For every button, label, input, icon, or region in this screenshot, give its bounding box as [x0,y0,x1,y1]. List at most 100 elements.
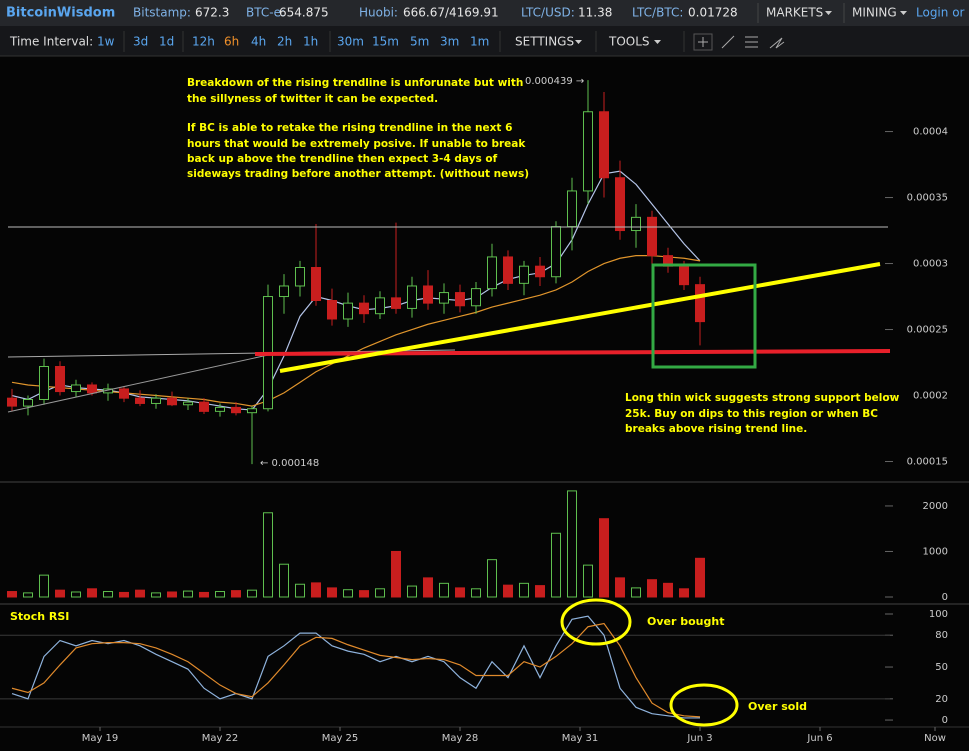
note: breaks above rising trend line. [625,423,807,435]
menu[interactable]: MARKETS [766,6,823,20]
menu[interactable]: MINING [852,6,897,20]
volume-bar [135,589,145,598]
candle-body [215,406,225,412]
toolbar-label: Time Interval: [9,35,93,49]
volume-bar [167,591,177,598]
x-tick-label: May 25 [322,733,359,744]
login-link[interactable]: Login or R [916,6,969,20]
ticker-label: Bitstamp: [133,6,191,20]
tools-menu[interactable]: TOOLS [608,35,650,49]
interval-button[interactable]: 15m [372,35,399,49]
volume-bar [151,592,161,598]
interval-button[interactable]: 1d [159,35,174,49]
candle-body [39,365,49,400]
volume-bar [519,582,529,598]
dropdown-arrow [654,40,661,44]
volume-bar [391,550,401,598]
volume-bar [263,512,273,598]
candle-body [567,190,577,228]
interval-button[interactable]: 6h [224,35,239,49]
ticker-value: 666.67/4169.91 [403,6,499,20]
volume-bar [631,587,641,598]
volume-bar [71,591,81,598]
interval-button[interactable]: 12h [192,35,215,49]
volume-bar [695,557,705,598]
volume-bar [327,587,337,598]
volume-bar [231,590,241,598]
volume-bar [567,490,577,598]
interval-button[interactable]: 4h [251,35,266,49]
dropdown-arrow [825,11,832,15]
candle-body [71,384,81,393]
annotation: Over bought [647,615,724,628]
interval-button[interactable]: 3m [440,35,459,49]
candle-body [327,299,337,320]
candle-body [87,384,97,394]
tool-icon[interactable] [721,35,735,49]
annotation: Over sold [748,700,807,713]
volume-bar [471,588,481,598]
support-line [254,349,891,356]
volume-bar [439,582,449,598]
x-tick-label: May 28 [442,733,479,744]
interval-button[interactable]: 3d [133,35,148,49]
interval-button[interactable]: 2h [277,35,292,49]
candle-body [295,267,305,287]
candle-body [695,284,705,323]
interval-button[interactable]: 5m [410,35,429,49]
volume-bar [583,564,593,598]
candle-body [599,111,609,179]
volume-bar [679,588,689,598]
volume-bar [407,585,417,598]
candle-body [647,216,657,257]
y-tick-label: 80 [935,630,948,641]
y-tick-label: 50 [935,662,948,673]
drawings [7,226,891,727]
candle-body [551,226,561,278]
circle [560,598,632,646]
ticker-label: LTC/BTC: [632,6,683,20]
candle-body [679,265,689,286]
x-tick-label: May 22 [202,733,239,744]
drawing-tools[interactable] [693,33,785,51]
line [11,622,701,718]
ticker-value: 672.3 [195,6,229,20]
candle-body [375,297,385,315]
candle-body [423,285,433,304]
candle-body [311,267,321,301]
candle-body [119,388,129,399]
volume-bar [87,588,97,598]
tool-icon[interactable] [769,37,785,49]
volume-bar [663,582,673,598]
volume-bar [487,559,497,598]
line [11,615,700,719]
volume-bar [423,577,433,598]
panel-title: Stoch RSI [10,610,69,623]
candle-body [535,265,545,278]
volume-bar [279,563,289,598]
candle-body [23,398,33,407]
interval-button[interactable]: 1m [470,35,489,49]
y-tick-label: 2000 [923,501,948,512]
candle-body [279,285,289,298]
volume-bar [311,582,321,598]
interval-button[interactable]: 30m [337,35,364,49]
ticker-label: BTC-e: [246,6,285,20]
candle-body [183,401,193,406]
volume-bar [7,591,17,598]
candle-body [199,401,209,412]
volume-bar [119,591,129,598]
note: back up above the trendline then expect … [187,153,498,165]
x-tick-label: Now [924,733,946,744]
interval-button[interactable]: 1h [303,35,318,49]
tool-box[interactable] [693,33,713,51]
brand[interactable]: BitcoinWisdom [6,6,115,21]
volume-bar [455,587,465,598]
volume-bar [615,577,625,598]
candle-body [407,285,417,309]
volume-bar [599,518,609,598]
settings-menu[interactable]: SETTINGS [515,35,574,49]
interval-button[interactable]: 1w [97,35,115,49]
